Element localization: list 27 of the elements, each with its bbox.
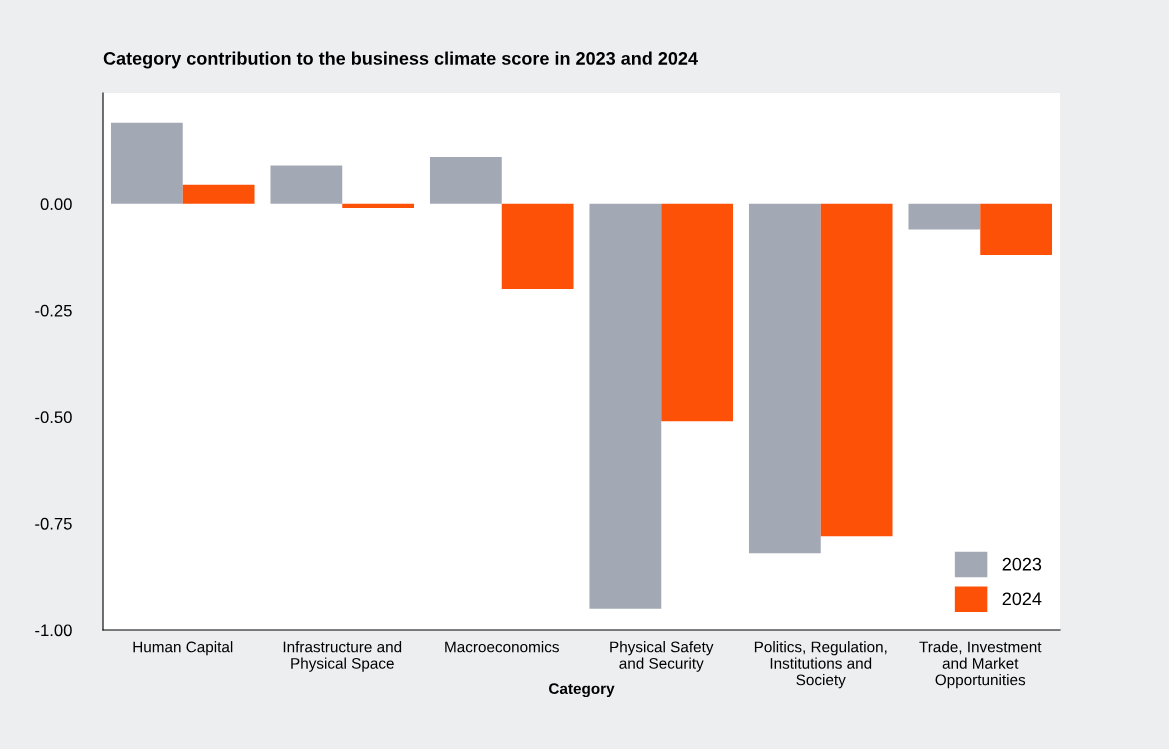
bar xyxy=(661,203,734,422)
y-tick-label: -0.25 xyxy=(35,304,72,317)
x-tick-label: Macroeconomics xyxy=(445,641,559,653)
y-tick-label: -0.75 xyxy=(35,517,72,530)
bar xyxy=(270,165,343,204)
bar xyxy=(342,203,415,209)
bar xyxy=(908,203,981,230)
bar xyxy=(748,203,821,554)
y-tick-label: 0.00 xyxy=(40,198,72,211)
y-tick-label: -1.00 xyxy=(35,624,72,637)
bar xyxy=(501,203,574,290)
bar xyxy=(980,203,1053,255)
legend-label: 2023 xyxy=(1002,557,1042,571)
x-tick-label: Trade, Investment and Market Opportunities xyxy=(919,641,1042,689)
bar xyxy=(429,156,502,204)
chart-title: Category contribution to the business climate score in 2023 and 2024 xyxy=(103,51,698,69)
legend-label: 2024 xyxy=(1002,592,1042,606)
x-axis-title: Category xyxy=(549,683,615,698)
x-tick-label: Politics, Regulation, Institutions and Society xyxy=(754,641,887,689)
x-tick-label: Human Capital xyxy=(133,641,233,656)
x-tick-label: Infrastructure and Physical Space xyxy=(283,641,402,672)
y-tick-label: -0.50 xyxy=(35,411,72,424)
bar xyxy=(110,122,183,204)
x-tick-label: Physical Safety and Security xyxy=(610,641,714,672)
bar xyxy=(589,203,662,609)
bar xyxy=(820,203,893,537)
bar xyxy=(182,184,255,204)
